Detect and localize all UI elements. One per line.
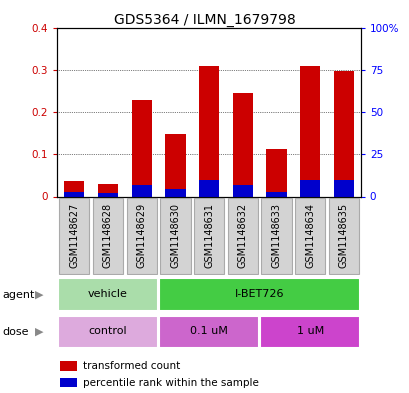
FancyBboxPatch shape <box>126 198 157 274</box>
Bar <box>232 93 252 196</box>
Text: GSM1148630: GSM1148630 <box>170 203 180 268</box>
Bar <box>232 185 252 196</box>
Bar <box>64 181 84 196</box>
FancyBboxPatch shape <box>227 198 257 274</box>
Bar <box>198 66 219 196</box>
Bar <box>333 180 353 196</box>
Bar <box>299 180 319 196</box>
Bar <box>58 279 157 311</box>
Bar <box>299 66 319 196</box>
Text: agent: agent <box>2 290 34 300</box>
Bar <box>260 316 359 348</box>
FancyBboxPatch shape <box>193 198 224 274</box>
Bar <box>60 378 77 387</box>
FancyBboxPatch shape <box>294 198 325 274</box>
Text: percentile rank within the sample: percentile rank within the sample <box>83 378 258 387</box>
Text: GSM1148627: GSM1148627 <box>69 203 79 268</box>
Text: GSM1148631: GSM1148631 <box>204 203 213 268</box>
Text: control: control <box>88 326 127 336</box>
Text: 0.1 uM: 0.1 uM <box>190 326 227 336</box>
Bar <box>98 184 118 196</box>
Text: GSM1148628: GSM1148628 <box>103 203 113 268</box>
Text: GDS5364 / ILMN_1679798: GDS5364 / ILMN_1679798 <box>114 13 295 27</box>
Bar <box>159 316 258 348</box>
FancyBboxPatch shape <box>92 198 123 274</box>
FancyBboxPatch shape <box>261 198 291 274</box>
FancyBboxPatch shape <box>328 198 358 274</box>
Bar <box>266 192 286 196</box>
Bar <box>266 149 286 196</box>
Bar <box>98 193 118 196</box>
Bar <box>131 100 151 196</box>
FancyBboxPatch shape <box>160 198 190 274</box>
Bar <box>198 180 219 196</box>
Text: vehicle: vehicle <box>88 289 128 299</box>
Bar <box>64 192 84 196</box>
Bar <box>159 279 359 311</box>
Bar <box>60 361 77 371</box>
Bar <box>165 189 185 196</box>
Text: GSM1148632: GSM1148632 <box>237 203 247 268</box>
Bar <box>58 316 157 348</box>
Bar <box>131 185 151 196</box>
Text: transformed count: transformed count <box>83 361 180 371</box>
Bar <box>333 71 353 196</box>
Text: GSM1148634: GSM1148634 <box>304 203 315 268</box>
Text: dose: dose <box>2 327 29 337</box>
FancyBboxPatch shape <box>59 198 89 274</box>
Bar <box>165 134 185 196</box>
Text: GSM1148629: GSM1148629 <box>136 203 146 268</box>
Text: 1 uM: 1 uM <box>296 326 323 336</box>
Text: GSM1148633: GSM1148633 <box>271 203 281 268</box>
Text: ▶: ▶ <box>35 327 43 337</box>
Text: ▶: ▶ <box>35 290 43 300</box>
Text: GSM1148635: GSM1148635 <box>338 203 348 268</box>
Text: I-BET726: I-BET726 <box>234 289 284 299</box>
